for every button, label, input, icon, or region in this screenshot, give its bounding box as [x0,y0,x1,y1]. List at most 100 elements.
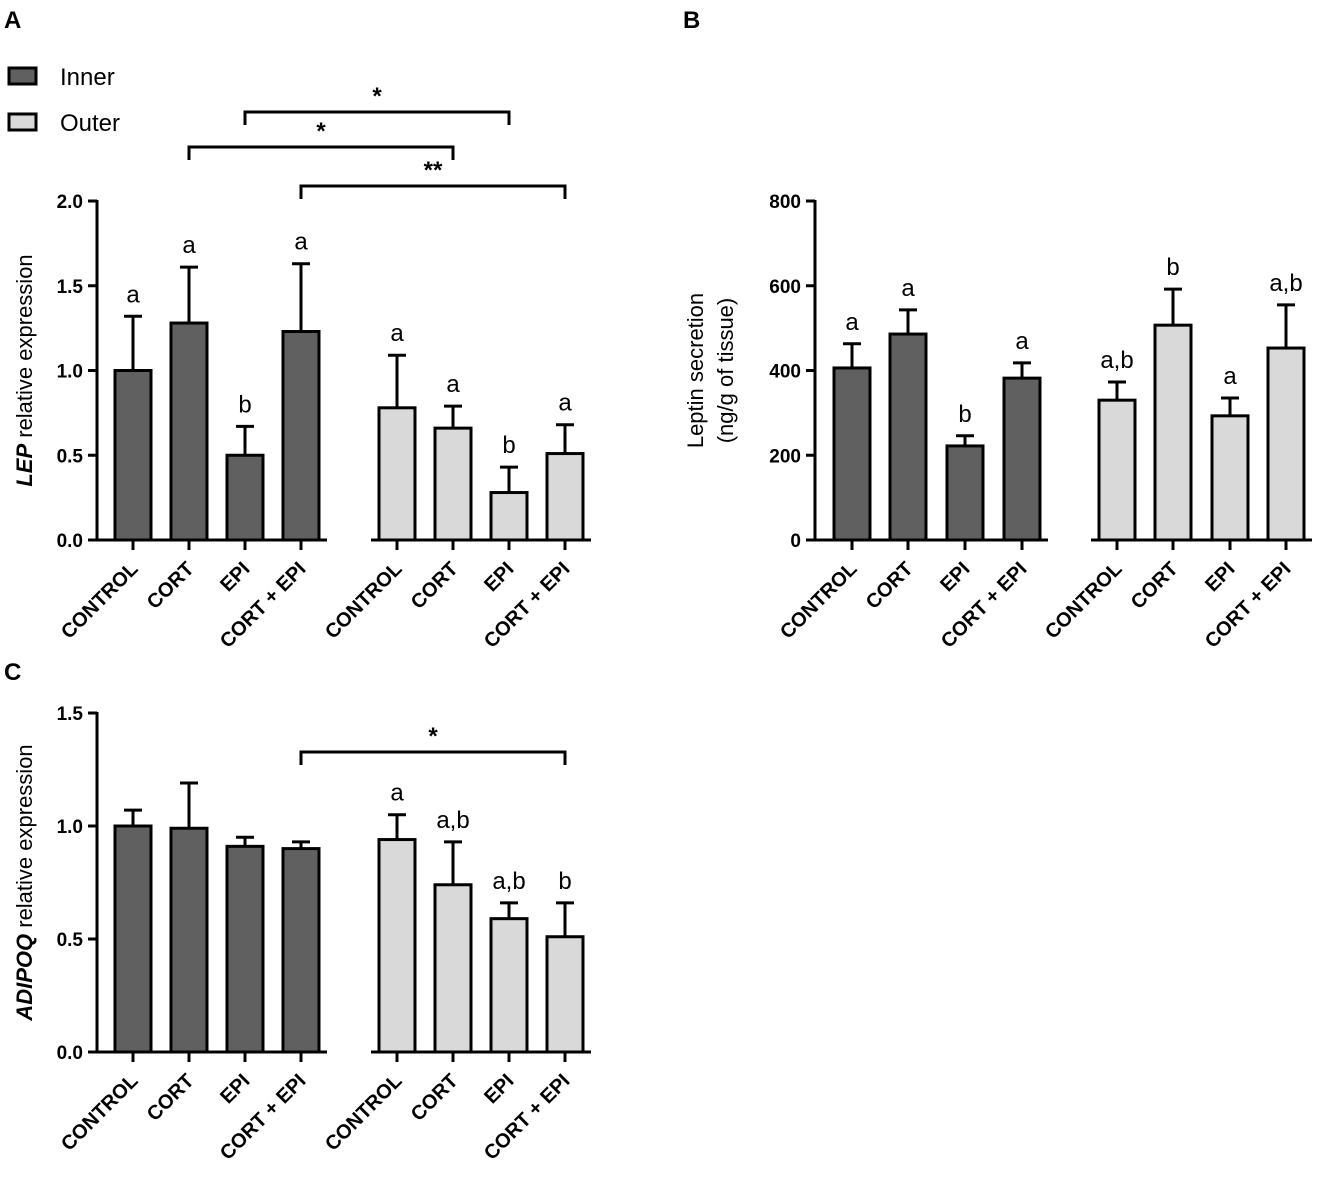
x-tick-label: CONTROL [776,558,861,643]
y-tick-label: 1.0 [57,817,83,838]
y-tick-label: 1.0 [57,362,83,383]
y-tick-label: 2.0 [57,192,83,213]
significance-letter: a [390,320,404,347]
x-tick-label: CONTROL [321,558,406,643]
y-axis-label-text: relative expression [12,254,37,444]
significance-star: ** [424,157,443,184]
significance-letter: a [446,371,460,398]
y-tick-label: 600 [769,277,801,298]
significance-letter: a [1015,328,1029,355]
x-tick-label: EPI [936,558,974,596]
legend-swatch-inner [7,66,38,86]
significance-letter: a [294,229,308,256]
bar-outer [545,935,585,1054]
x-tick-label: CORT [407,1070,463,1126]
bar-outer [545,452,585,542]
significance-letter: a [901,275,915,302]
y-tick-label: 800 [769,192,801,213]
bar-inner [945,444,985,542]
legend-swatch-outer [7,112,38,132]
bar-outer [377,838,417,1054]
bar-inner [169,321,209,542]
bar-inner [281,847,321,1054]
y-axis-label: ADIPOQ relative expression [12,744,37,1021]
significance-letter: a [558,390,572,417]
bar-inner [832,366,872,542]
significance-letter: a [1223,363,1237,390]
y-axis-label-line1: Leptin secretion [683,293,708,448]
bar-inner [225,844,265,1054]
significance-letter: a,b [492,868,525,895]
significance-letter: b [502,432,515,459]
bar-inner [169,826,209,1054]
x-tick-label: CONTROL [57,558,142,643]
bar-inner [225,453,265,542]
y-tick-label: 1.5 [57,277,84,298]
bar-inner [888,332,928,542]
significance-bracket [299,750,567,765]
x-tick-label: CONTROL [57,1070,142,1155]
legend: Inner Outer [7,64,120,137]
bar-outer [1266,346,1306,542]
x-tick-label: CORT [862,558,918,614]
x-tick-label: EPI [1201,558,1239,596]
bar-outer [433,426,473,542]
y-axis-label-text: relative expression [12,744,37,934]
y-axis-label-line2: (ng/g of tissue) [713,298,738,444]
panel-label-c: C [4,659,21,686]
x-tick-label: EPI [480,1070,518,1108]
significance-letter: a [182,232,196,259]
x-tick-label: EPI [216,558,254,596]
significance-letter: a [126,281,140,308]
x-tick-label: EPI [216,1070,254,1108]
y-tick-label: 0.0 [57,531,83,552]
y-axis-label-gene: LEP [12,444,37,487]
significance-letter: a,b [1100,347,1133,374]
panel-label-b: B [683,7,700,34]
legend-label-inner: Inner [60,64,115,91]
bar-inner [1002,376,1042,542]
bar-outer [1153,323,1193,542]
significance-letter: a,b [1269,270,1302,297]
x-tick-label: EPI [480,558,518,596]
significance-bracket [187,145,455,160]
y-axis-label-gene: ADIPOQ [12,934,37,1022]
significance-star: * [316,118,326,145]
legend-label-outer: Outer [60,110,120,137]
panel-label-a: A [4,7,21,34]
significance-letter: a [845,309,859,336]
x-tick-label: CORT [143,1070,199,1126]
bar-inner [281,330,321,542]
bar-outer [433,883,473,1054]
significance-letter: b [1166,254,1179,281]
x-tick-label: CORT [407,558,463,614]
bar-outer [1210,414,1250,542]
significance-bracket [299,184,567,199]
significance-star: * [428,723,438,750]
significance-letter: b [238,391,251,418]
x-tick-label: CONTROL [1041,558,1126,643]
x-tick-label: CONTROL [321,1070,406,1155]
bar-inner [113,369,153,542]
bar-outer [489,491,529,542]
y-tick-label: 0.5 [57,446,84,467]
y-tick-label: 0.5 [57,930,84,951]
y-tick-label: 400 [769,362,801,383]
y-tick-label: 200 [769,446,801,467]
significance-bracket [243,110,511,125]
x-tick-label: CORT [1127,558,1183,614]
bar-outer [377,406,417,542]
bar-inner [113,824,153,1054]
bar-outer [489,917,529,1054]
significance-letter: b [558,868,571,895]
significance-letter: a [390,780,404,807]
significance-letter: a,b [436,807,469,834]
y-axis-label: LEP relative expression [12,254,37,486]
y-tick-label: 0 [790,531,801,552]
y-tick-label: 0.0 [57,1043,83,1064]
significance-star: * [372,83,382,110]
